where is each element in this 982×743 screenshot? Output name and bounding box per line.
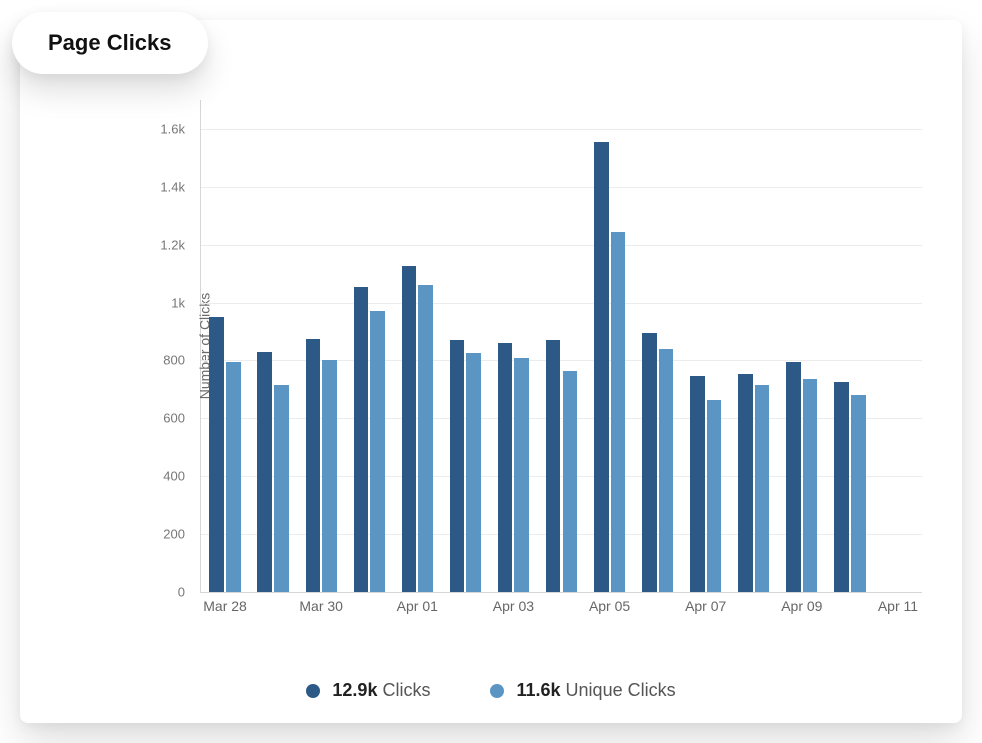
legend-value: 11.6k <box>516 680 560 700</box>
bar-clicks[interactable] <box>354 287 369 592</box>
bar-unique-clicks[interactable] <box>226 362 241 592</box>
bar-unique-clicks[interactable] <box>803 379 818 592</box>
bar-clicks[interactable] <box>642 333 657 592</box>
bar-clicks[interactable] <box>306 339 321 592</box>
chart-area: Number of Clicks 02004006008001k1.2k1.4k… <box>80 30 942 643</box>
bar-unique-clicks[interactable] <box>466 353 481 592</box>
y-tick-label: 1k <box>171 295 185 310</box>
bar-clicks[interactable] <box>738 374 753 593</box>
y-tick-label: 400 <box>163 469 185 484</box>
page-clicks-card: Page Clicks Number of Clicks 02004006008… <box>20 20 962 723</box>
x-tick-label: Apr 03 <box>493 598 534 614</box>
y-tick-label: 600 <box>163 411 185 426</box>
x-tick-label: Apr 05 <box>589 598 630 614</box>
legend-item-unique-clicks[interactable]: 11.6k Unique Clicks <box>490 680 675 701</box>
bar-clicks[interactable] <box>690 376 705 592</box>
bar-clicks[interactable] <box>209 317 224 592</box>
legend-item-clicks[interactable]: 12.9k Clicks <box>306 680 430 701</box>
y-tick-label: 1.4k <box>160 179 185 194</box>
bar-unique-clicks[interactable] <box>563 371 578 592</box>
y-tick-label: 1.6k <box>160 121 185 136</box>
bar-clicks[interactable] <box>594 142 609 592</box>
legend-value: 12.9k <box>332 680 377 700</box>
x-tick-label: Mar 28 <box>203 598 247 614</box>
bar-unique-clicks[interactable] <box>418 285 433 592</box>
y-tick-label: 1.2k <box>160 237 185 252</box>
bar-unique-clicks[interactable] <box>370 311 385 592</box>
chart-legend: 12.9k Clicks 11.6k Unique Clicks <box>20 680 962 701</box>
legend-label: Clicks <box>382 680 430 700</box>
y-tick-label: 0 <box>178 585 185 600</box>
bar-unique-clicks[interactable] <box>755 385 770 592</box>
card-title: Page Clicks <box>48 30 172 55</box>
bar-unique-clicks[interactable] <box>514 358 529 592</box>
bar-unique-clicks[interactable] <box>851 395 866 592</box>
bar-clicks[interactable] <box>498 343 513 592</box>
bar-clicks[interactable] <box>402 266 417 592</box>
legend-label: Unique Clicks <box>566 680 676 700</box>
x-ticks: Mar 28 Mar 30 Apr 01 Apr 03 Apr 05 Apr 07 Apr … <box>201 598 922 618</box>
x-tick-label: Apr 07 <box>685 598 726 614</box>
bar-unique-clicks[interactable] <box>611 232 626 592</box>
bar-unique-clicks[interactable] <box>274 385 289 592</box>
bar-clicks[interactable] <box>257 352 272 592</box>
bar-clicks[interactable] <box>546 340 561 592</box>
x-tick-label: Apr 01 <box>397 598 438 614</box>
x-tick-label: Apr 11 <box>878 598 918 614</box>
bar-clicks[interactable] <box>450 340 465 592</box>
bar-clicks[interactable] <box>834 382 849 592</box>
bar-unique-clicks[interactable] <box>322 360 337 592</box>
bar-unique-clicks[interactable] <box>659 349 674 592</box>
x-tick-label: Mar 30 <box>299 598 343 614</box>
y-tick-label: 200 <box>163 527 185 542</box>
card-title-chip: Page Clicks <box>12 12 208 74</box>
bar-clicks[interactable] <box>786 362 801 592</box>
legend-dot-icon <box>306 684 320 698</box>
x-tick-label: Apr 09 <box>781 598 822 614</box>
legend-dot-icon <box>490 684 504 698</box>
bar-unique-clicks[interactable] <box>707 400 722 592</box>
bars-container <box>201 100 922 592</box>
y-tick-label: 800 <box>163 353 185 368</box>
chart-plot: Number of Clicks 02004006008001k1.2k1.4k… <box>200 100 922 593</box>
